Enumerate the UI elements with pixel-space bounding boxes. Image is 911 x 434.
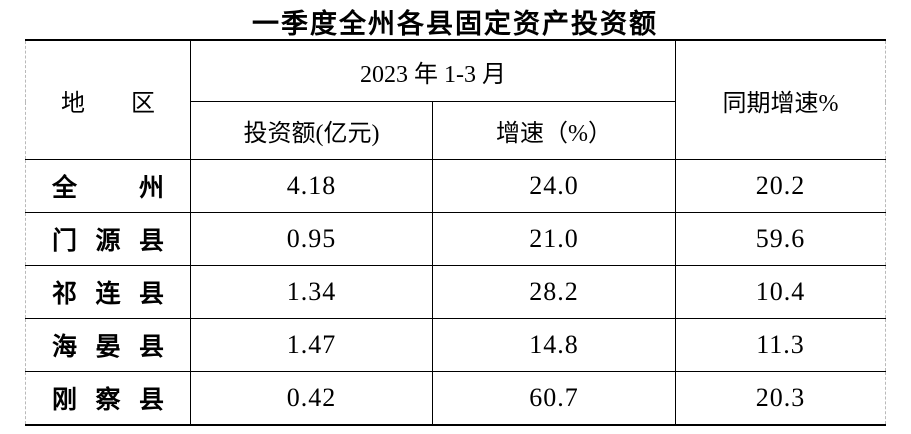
table-row: 海晏县 1.47 14.8 11.3 bbox=[25, 318, 886, 372]
table-row: 全州 4.18 24.0 20.2 bbox=[25, 159, 886, 213]
growth-cell: 21.0 bbox=[432, 212, 676, 266]
growth-cell: 28.2 bbox=[432, 265, 676, 319]
region-cell: 海晏县 bbox=[25, 318, 191, 372]
header-cell-region: 地区 bbox=[25, 39, 191, 160]
investment-table: 地区 2023 年 1-3 月 同期增速% 投资额(亿元) 增速（%） 全州 4… bbox=[25, 39, 886, 426]
same-period-growth-cell: 59.6 bbox=[675, 212, 886, 266]
investment-cell: 0.95 bbox=[190, 212, 433, 266]
table-row: 祁连县 1.34 28.2 10.4 bbox=[25, 265, 886, 319]
header-region-label: 地区 bbox=[61, 90, 155, 117]
same-period-growth-cell: 20.3 bbox=[675, 371, 886, 426]
same-period-growth-cell: 11.3 bbox=[675, 318, 886, 372]
investment-cell: 4.18 bbox=[190, 159, 433, 213]
header-row-2: 投资额(亿元) 增速（%） bbox=[26, 101, 886, 160]
document-page: 一季度全州各县固定资产投资额 地区 2023 年 1-3 月 同期增速% 投资额… bbox=[25, 0, 886, 426]
growth-cell: 60.7 bbox=[432, 371, 676, 426]
region-cell: 门源县 bbox=[25, 212, 191, 266]
region-label: 海晏县 bbox=[52, 334, 164, 361]
header-row-1: 地区 2023 年 1-3 月 同期增速% bbox=[25, 39, 886, 160]
region-label: 全州 bbox=[52, 175, 164, 202]
table-row: 刚察县 0.42 60.7 20.3 bbox=[25, 371, 886, 426]
investment-cell: 1.34 bbox=[190, 265, 433, 319]
region-cell: 刚察县 bbox=[25, 371, 191, 426]
header-cell-growth: 增速（%） bbox=[432, 101, 676, 160]
header-cell-investment: 投资额(亿元) bbox=[190, 101, 433, 160]
region-label: 刚察县 bbox=[52, 387, 164, 414]
region-label: 门源县 bbox=[52, 228, 164, 255]
header-cell-same-period-growth: 同期增速% bbox=[675, 39, 886, 160]
region-cell: 祁连县 bbox=[25, 265, 191, 319]
growth-cell: 24.0 bbox=[432, 159, 676, 213]
same-period-growth-cell: 10.4 bbox=[675, 265, 886, 319]
table-title: 一季度全州各县固定资产投资额 bbox=[252, 9, 658, 39]
header-cell-period-group: 2023 年 1-3 月 bbox=[190, 39, 676, 102]
table-row: 门源县 0.95 21.0 59.6 bbox=[25, 212, 886, 266]
investment-cell: 1.47 bbox=[190, 318, 433, 372]
region-label: 祁连县 bbox=[52, 281, 164, 308]
growth-cell: 14.8 bbox=[432, 318, 676, 372]
region-cell: 全州 bbox=[25, 159, 191, 213]
same-period-growth-cell: 20.2 bbox=[675, 159, 886, 213]
investment-cell: 0.42 bbox=[190, 371, 433, 426]
